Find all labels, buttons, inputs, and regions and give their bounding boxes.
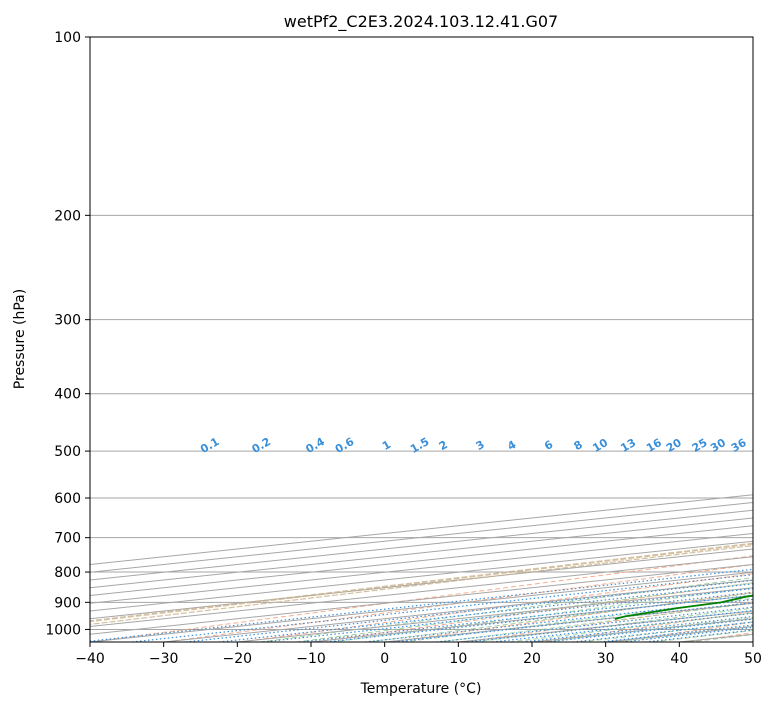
mixing-ratio-lines	[90, 568, 753, 642]
isotherm-line	[163, 579, 753, 642]
dry-adiabat	[165, 564, 753, 642]
y-tick-label: 600	[54, 491, 81, 507]
x-tick-label: 10	[449, 651, 467, 667]
pressure-grid	[90, 37, 753, 630]
isotherm-line	[605, 625, 753, 642]
mixing-ratio-line	[185, 579, 753, 642]
mixing-ratio-label: 1.5	[408, 435, 431, 456]
y-tick-label: 100	[54, 30, 81, 46]
mixing-ratio-label: 0.2	[250, 435, 273, 456]
isotherm-line	[752, 641, 753, 642]
mixing-ratio-line	[299, 591, 753, 642]
y-axis: 100 200 300 400 500 600 700 800 900 1000	[45, 30, 90, 638]
isotherm-line	[90, 501, 753, 573]
x-axis: −40 −30 −20 −10 0 10 20 30 40 50	[75, 642, 762, 667]
isotherm-line	[90, 509, 753, 581]
mixing-ratio-label: 20	[664, 436, 684, 455]
mixing-ratio-line	[645, 629, 753, 642]
y-tick-label: 200	[54, 208, 81, 224]
mixing-ratio-label: 36	[729, 436, 749, 455]
reference-curve	[90, 542, 753, 623]
mixing-ratio-line	[218, 583, 753, 642]
x-tick-label: −40	[75, 651, 105, 667]
isotherm-line	[90, 494, 753, 565]
x-tick-label: 20	[523, 651, 541, 667]
mixing-ratio-line	[326, 594, 753, 642]
x-tick-label: 40	[670, 651, 688, 667]
y-axis-title: Pressure (hPa)	[12, 289, 28, 389]
y-tick-label: 500	[54, 444, 81, 460]
x-axis-title: Temperature (°C)	[360, 681, 482, 697]
y-tick-label: 700	[54, 531, 81, 547]
y-tick-label: 300	[54, 313, 81, 329]
x-tick-label: −10	[296, 651, 326, 667]
plot-area: -100-90-80-70-60-50-40-30-20-10010203040…	[90, 37, 775, 642]
dry-adiabat	[314, 582, 753, 642]
chart-title: wetPf2_C2E3.2024.103.12.41.G07	[284, 12, 558, 32]
mixing-ratio-label: 0.4	[303, 435, 327, 456]
x-tick-label: 50	[744, 651, 762, 667]
mixing-ratio-label: 0.6	[333, 435, 357, 456]
mixing-ratio-label: 10	[590, 436, 610, 455]
plot-frame	[89, 36, 754, 643]
mixing-ratio-label: 30	[708, 436, 728, 455]
y-tick-label: 400	[54, 387, 81, 403]
moist-adiabat	[296, 582, 753, 642]
dry-adiabat	[763, 37, 775, 642]
isotherm-line	[90, 517, 753, 589]
mixing-ratio-label: 25	[690, 436, 710, 455]
reference-curves	[90, 542, 753, 625]
y-tick-label: 1000	[45, 622, 81, 638]
moist-adiabat	[580, 621, 753, 642]
y-tick-label: 800	[54, 565, 81, 581]
y-tick-label: 900	[54, 595, 81, 611]
moist-adiabat	[438, 602, 753, 642]
isotherm-line	[90, 525, 753, 596]
mixing-ratio-label: 16	[644, 436, 664, 455]
mixing-ratio-label: 0.1	[198, 435, 221, 456]
reference-curve	[90, 544, 753, 625]
isotherm-line	[90, 540, 753, 612]
moist-adiabat	[260, 577, 753, 642]
isotherm-line	[90, 532, 753, 604]
x-tick-label: 0	[380, 651, 389, 667]
x-tick-label: −30	[149, 651, 179, 667]
mixing-ratio-label: 13	[618, 436, 638, 455]
x-tick-label: −20	[223, 651, 253, 667]
mixing-ratio-line	[262, 587, 753, 642]
isotherms	[90, 494, 753, 642]
x-tick-label: 30	[597, 651, 615, 667]
moist-adiabat	[367, 592, 753, 642]
moist-adiabat	[544, 616, 753, 642]
